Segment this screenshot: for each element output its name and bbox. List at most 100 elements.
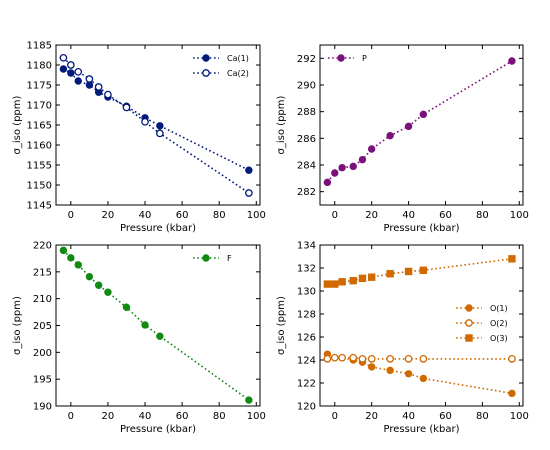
x-tick-label: 80 xyxy=(476,210,489,221)
data-point xyxy=(386,366,394,375)
data-point xyxy=(419,266,428,275)
data-point xyxy=(367,354,376,363)
data-point xyxy=(59,65,68,73)
data-point xyxy=(358,274,367,283)
data-point xyxy=(85,272,94,281)
y-tick-label: 130 xyxy=(297,287,316,298)
legend-label: O(1) xyxy=(490,304,508,313)
x-tick-label: 0 xyxy=(68,210,74,221)
y-tick-label: 126 xyxy=(297,333,316,344)
data-point xyxy=(338,163,346,172)
data-point xyxy=(122,103,131,112)
legend-marker xyxy=(337,54,345,62)
x-axis-label: Pressure (kbar) xyxy=(120,424,196,435)
x-tick-label: 40 xyxy=(402,210,415,221)
data-point xyxy=(331,169,339,177)
y-tick-label: 290 xyxy=(297,81,316,92)
legend: F xyxy=(193,254,232,263)
x-tick-label: 20 xyxy=(365,210,378,221)
chart-panel-4: 0 20 40 60 80 100 120 122 124 126 128 130 132 134 Pres… xyxy=(276,241,529,436)
data-point xyxy=(156,332,164,340)
y-tick-label: 288 xyxy=(297,107,316,118)
series-line xyxy=(62,57,250,194)
data-point xyxy=(404,122,413,131)
data-point xyxy=(367,273,376,281)
data-point xyxy=(156,129,164,138)
chart-panel-2: 0 20 40 60 80 100 282 284 286 288 290 292 Pressure (… xyxy=(276,44,529,234)
x-tick-label: 60 xyxy=(176,210,189,221)
y-tick-label: 1185 xyxy=(27,41,52,52)
series-line xyxy=(62,249,250,401)
y-tick-label: 120 xyxy=(297,402,316,413)
data-point xyxy=(141,117,149,126)
y-axis-label: σ_iso (ppm) xyxy=(276,95,287,154)
x-tick-label: 80 xyxy=(213,411,226,422)
data-point xyxy=(323,178,332,187)
data-point xyxy=(404,370,413,378)
series-O(2) xyxy=(323,353,516,363)
data-point xyxy=(141,321,149,329)
x-axis-label: Pressure (kbar) xyxy=(383,223,459,234)
x-tick-label: 60 xyxy=(176,411,189,422)
plot-frame xyxy=(319,244,524,407)
x-tick-label: 40 xyxy=(139,210,152,221)
chart-panel-1: 0 20 40 60 80 100 1145 1150 1155 1160 1165 1170 1175… xyxy=(12,41,266,235)
data-point xyxy=(74,77,82,85)
data-point xyxy=(404,354,413,363)
data-point xyxy=(59,246,68,255)
x-tick-label: 60 xyxy=(439,210,452,221)
legend-marker xyxy=(202,69,210,77)
legend-marker xyxy=(202,54,210,62)
data-point xyxy=(386,270,394,278)
data-point xyxy=(508,255,516,263)
x-tick-label: 80 xyxy=(213,210,226,221)
y-tick-label: 122 xyxy=(297,379,316,390)
data-point xyxy=(331,280,339,288)
x-axis-label: Pressure (kbar) xyxy=(120,223,196,234)
data-point xyxy=(323,354,332,363)
data-point xyxy=(245,396,253,404)
y-tick-label: 220 xyxy=(33,241,52,252)
y-tick-label: 284 xyxy=(297,161,316,172)
legend-marker xyxy=(465,334,473,342)
y-tick-label: 1150 xyxy=(27,181,52,192)
plot-frame xyxy=(55,244,261,407)
data-point xyxy=(122,303,131,311)
x-tick-label: 60 xyxy=(439,411,452,422)
data-point xyxy=(404,267,413,276)
legend-label: P xyxy=(362,54,367,63)
data-point xyxy=(419,110,428,119)
data-point xyxy=(59,53,68,62)
x-tick-label: 20 xyxy=(102,411,115,422)
y-tick-label: 128 xyxy=(297,310,316,321)
legend-label: O(2) xyxy=(490,319,508,328)
data-point xyxy=(508,57,516,65)
x-tick-label: 100 xyxy=(247,411,266,422)
data-point xyxy=(67,69,75,77)
data-point xyxy=(323,280,332,288)
y-tick-label: 1160 xyxy=(27,141,52,152)
x-tick-label: 100 xyxy=(510,411,529,422)
x-tick-label: 40 xyxy=(139,411,152,422)
legend-label: Ca(2) xyxy=(227,69,249,78)
data-point xyxy=(104,90,112,99)
series-line xyxy=(63,68,250,171)
series-O(3) xyxy=(323,255,516,288)
plot-frame xyxy=(319,44,524,206)
y-tick-label: 132 xyxy=(297,264,316,275)
data-point xyxy=(330,353,339,362)
legend: O(1) O(2) O(3) xyxy=(456,304,508,343)
series-line xyxy=(327,258,513,285)
legend-label: O(3) xyxy=(490,334,508,343)
data-point xyxy=(386,131,394,140)
y-tick-label: 1145 xyxy=(27,201,52,212)
legend-label: Ca(1) xyxy=(227,54,249,63)
series-P xyxy=(323,57,516,187)
legend: P xyxy=(328,54,367,63)
data-point xyxy=(156,122,164,130)
x-tick-label: 100 xyxy=(510,210,529,221)
legend-marker xyxy=(465,319,473,327)
series-Ca(2) xyxy=(59,53,253,197)
x-tick-label: 20 xyxy=(102,210,115,221)
